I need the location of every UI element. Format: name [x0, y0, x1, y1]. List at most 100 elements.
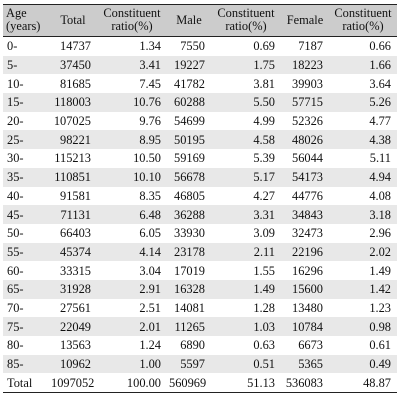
table-row: 15- 118003 10.76 60288 5.50 57715 5.26 [3, 93, 397, 112]
cell-total-ratio: 6.05 [139, 226, 161, 241]
header-age: Age (years) [3, 4, 49, 37]
cell-male: 54699 [174, 114, 205, 129]
cell-total-ratio: 2.51 [139, 300, 161, 315]
cell-total-ratio: 3.41 [97, 55, 167, 75]
header-male: Male [167, 4, 211, 37]
cell-age: 20- [7, 114, 24, 129]
table-row: 30- 115213 10.50 59169 5.39 56044 5.11 [3, 149, 397, 168]
cell-male-ratio: 1.49 [211, 279, 281, 299]
cell-female-ratio: 2.02 [329, 242, 397, 262]
cell-male-ratio: 5.50 [211, 93, 281, 112]
table-row: 70- 27561 2.51 14081 1.28 13480 1.23 [3, 299, 397, 318]
cell-total-ratio: 3.04 [139, 263, 161, 278]
cell-male-ratio: 0.69 [253, 39, 275, 54]
cell-age: 50- [7, 226, 24, 241]
cell-total-ratio: 2.01 [97, 317, 167, 336]
cell-total-ratio: 1.34 [139, 39, 161, 54]
cell-total-ratio: 9.76 [139, 114, 161, 129]
cell-total: 31928 [49, 279, 97, 299]
cell-total-ratio: 8.95 [97, 130, 167, 150]
table-row: 55- 45374 4.14 23178 2.11 22196 2.02 [3, 242, 397, 262]
cell-male-ratio: 4.27 [253, 188, 275, 203]
cell-male-ratio: 5.39 [253, 151, 275, 166]
header-constituent-ratio-male: Constituent ratio(%) [211, 4, 281, 37]
table-row: 10- 81685 7.45 41782 3.81 39903 3.64 [3, 74, 397, 93]
cell-male: 6890 [180, 338, 205, 353]
cell-total-ratio: 10.76 [97, 93, 167, 112]
cell-female-ratio: 3.18 [329, 205, 397, 224]
cell-male: 56678 [167, 167, 211, 187]
cell-male-ratio: 1.55 [253, 263, 275, 278]
cell-female: 44776 [292, 188, 323, 203]
cell-female: 54173 [281, 167, 329, 187]
cell-male-ratio: 0.63 [253, 338, 275, 353]
cell-age: 85- [3, 354, 49, 374]
cell-male: 17019 [174, 263, 205, 278]
cell-age: 30- [7, 151, 24, 166]
table-row: 85- 10962 1.00 5597 0.51 5365 0.49 [3, 354, 397, 374]
cell-female-ratio: 0.61 [369, 338, 391, 353]
cell-total: 37450 [49, 55, 97, 75]
cell-total: 98221 [49, 130, 97, 150]
table-row: 20- 107025 9.76 54699 4.99 52326 4.77 [3, 112, 397, 131]
cell-female: 7187 [298, 39, 323, 54]
cell-total: 27561 [60, 300, 91, 315]
cell-female-ratio: 1.49 [369, 263, 391, 278]
cell-male: 5597 [167, 354, 211, 374]
cell-female: 52326 [292, 114, 323, 129]
table-row: 75- 22049 2.01 11265 1.03 10784 0.98 [3, 317, 397, 336]
cell-female-ratio: 1.23 [369, 300, 391, 315]
cell-male: 33930 [174, 226, 205, 241]
cell-age: 75- [3, 317, 49, 336]
cell-female: 22196 [281, 242, 329, 262]
cell-total-ratio: 2.91 [97, 279, 167, 299]
cell-female: 536083 [281, 373, 329, 394]
cell-male: 560969 [167, 373, 211, 394]
table-row: 60- 33315 3.04 17019 1.55 16296 1.49 [3, 261, 397, 280]
cell-female: 5365 [281, 354, 329, 374]
cell-total: 107025 [53, 114, 91, 129]
cell-age: 70- [7, 300, 24, 315]
cell-age: 45- [3, 205, 49, 224]
cell-female: 39903 [292, 76, 323, 91]
cell-total: 22049 [49, 317, 97, 336]
cell-female-ratio: 1.66 [329, 55, 397, 75]
cell-female: 10784 [281, 317, 329, 336]
cell-male: 41782 [174, 76, 205, 91]
cell-female-ratio: 0.66 [369, 39, 391, 54]
cell-female-ratio: 0.98 [329, 317, 397, 336]
header-constituent-ratio-female: Constituent ratio(%) [329, 4, 397, 37]
cell-female: 6673 [298, 338, 323, 353]
cell-male-ratio: 51.13 [211, 373, 281, 394]
cell-male: 59169 [174, 151, 205, 166]
cell-total-ratio: 1.00 [97, 354, 167, 374]
cell-female-ratio: 3.64 [369, 76, 391, 91]
cell-male-ratio: 1.03 [211, 317, 281, 336]
cell-male: 46805 [174, 188, 205, 203]
cell-female-ratio: 4.08 [369, 188, 391, 203]
cell-total-ratio: 10.50 [133, 151, 161, 166]
cell-total-ratio: 8.35 [139, 188, 161, 203]
cell-female-ratio: 48.87 [329, 373, 397, 394]
cell-female: 34843 [281, 205, 329, 224]
cell-age: 0- [7, 39, 18, 54]
cell-total: 33315 [60, 263, 91, 278]
table-header: Age (years) Total Constituent ratio(%) Mal… [3, 4, 397, 37]
cell-total-ratio: 1.24 [139, 338, 161, 353]
cell-male-ratio: 2.11 [211, 242, 281, 262]
cell-female-ratio: 1.42 [329, 279, 397, 299]
cell-female-ratio: 5.26 [329, 93, 397, 112]
cell-male-ratio: 4.58 [211, 130, 281, 150]
cell-total-ratio: 7.45 [139, 76, 161, 91]
cell-female: 32473 [292, 226, 323, 241]
cell-female: 15600 [281, 279, 329, 299]
cell-male-ratio: 0.51 [211, 354, 281, 374]
cell-male: 50195 [167, 130, 211, 150]
cell-total-ratio: 10.10 [97, 167, 167, 187]
cell-male-ratio: 3.09 [253, 226, 275, 241]
cell-total: 71131 [49, 205, 97, 224]
cell-male-ratio: 5.17 [211, 167, 281, 187]
table-total-row: Total 1097052 100.00 560969 51.13 536083 48.87 [3, 373, 397, 394]
table-row: 40- 91581 8.35 46805 4.27 44776 4.08 [3, 187, 397, 206]
